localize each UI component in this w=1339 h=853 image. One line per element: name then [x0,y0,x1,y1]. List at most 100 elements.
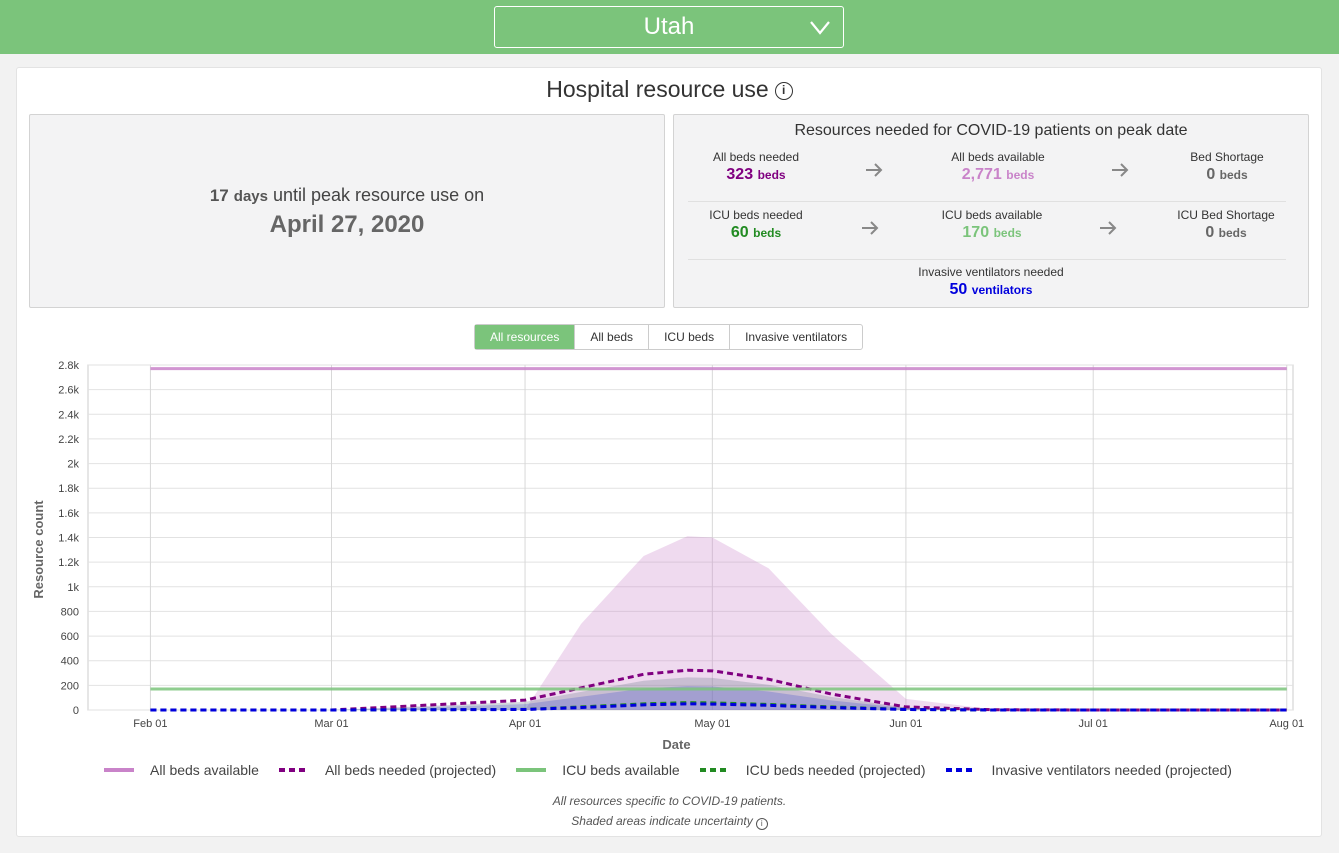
y-tick-label: 1.6k [58,508,79,520]
all-beds-available-value: 2,771 [961,166,1002,183]
ventilators-needed-unit: ventilators [971,283,1033,297]
icu-beds-needed-value: 60 [730,224,749,241]
icu-bed-shortage: ICU Bed Shortage 0 beds [1146,208,1306,242]
ventilators-needed-label: Invasive ventilators needed [918,265,1064,279]
icu-beds-available: ICU beds available 170 beds [912,208,1072,242]
all-beds-available-label: All beds available [951,150,1045,164]
tab-all-beds[interactable]: All beds [575,325,650,349]
all-beds-available-unit: beds [1006,168,1035,182]
ventilators-needed-value: 50 [949,281,968,298]
y-tick-label: 2.4k [58,409,79,421]
y-tick-label: 600 [61,631,79,643]
all-beds-row: All beds needed 323 beds All beds availa… [688,144,1286,202]
legend-label: All beds needed (projected) [324,762,497,778]
all-beds-needed: All beds needed 323 beds [676,150,836,184]
peak-days-unit: days [233,188,268,205]
resource-chart: 0 200 400 600 800 1k 1.2k 1.4k 1.6k 1.8k 2k 2.2k 2.4… [31,360,1304,752]
state-dropdown-label: Utah [643,13,695,40]
y-tick-label: 1.2k [58,557,79,569]
resources-title: Resources needed for COVID-19 patients o… [794,122,1188,139]
x-axis-title: Date [662,737,690,752]
legend-item-icu-beds-available[interactable]: ICU beds available [516,762,680,778]
all-beds-needed-unit: beds [757,168,786,182]
bed-shortage-label: Bed Shortage [1190,150,1264,164]
info-icon[interactable]: i [774,82,793,100]
legend-item-ventilators-needed[interactable]: Invasive ventilators needed (projected) [945,762,1232,778]
bed-shortage-value: 0 [1206,166,1216,183]
bed-shortage-unit: beds [1219,168,1248,182]
legend-item-all-beds-needed[interactable]: All beds needed (projected) [278,762,497,778]
icu-beds-available-label: ICU beds available [941,208,1043,222]
x-tick-label: Jun 01 [889,718,922,730]
arrow-right-icon [1112,163,1129,177]
tab-all-resources[interactable]: All resources [475,325,576,349]
legend-swatch [945,768,976,772]
icu-beds-available-unit: beds [993,226,1022,240]
arrow-right-icon [1100,221,1117,235]
resources-box: Resources needed for COVID-19 patients o… [673,114,1309,308]
peak-countdown: 17 days until peak resource use on [30,185,664,206]
x-tick-label: Feb 01 [133,718,167,730]
legend-swatch [278,768,309,772]
arrow-right-icon [866,163,883,177]
icu-bed-shortage-unit: beds [1218,226,1247,240]
tab-invasive-ventilators[interactable]: Invasive ventilators [745,330,848,344]
legend-item-icu-beds-needed[interactable]: ICU beds needed (projected) [699,762,926,778]
page-title-text: Hospital resource use [546,76,769,102]
chart-legend: All beds available All beds needed (proj… [104,762,1252,778]
y-tick-label: 1k [67,582,79,594]
header-bar: Utah [0,0,1339,54]
x-tick-label: Mar 01 [314,718,348,730]
y-tick-label: 1.8k [58,483,79,495]
x-tick-label: Aug 01 [1269,718,1304,730]
peak-date: April 27, 2020 [269,211,425,238]
y-tick-label: 2.2k [58,434,79,446]
note-specific: All resources specific to COVID-19 patie… [552,794,787,808]
tab-icu-beds[interactable]: ICU beds [649,325,731,349]
uncertainty-band-ventilators [150,686,1287,710]
uncertainty-band-all-beds [150,536,1287,710]
icu-bed-shortage-value: 0 [1205,224,1215,241]
peak-days: 17 [209,186,229,205]
arrow-right-icon [862,221,879,235]
info-icon[interactable]: i [755,818,768,830]
note-uncertainty-text: Shaded areas indicate uncertainty [571,814,753,828]
legend-label: ICU beds needed (projected) [745,762,926,778]
all-beds-available: All beds available 2,771 beds [918,150,1078,184]
legend-swatch [516,768,547,772]
legend-item-all-beds-available[interactable]: All beds available [104,762,259,778]
y-tick-label: 800 [61,606,79,618]
legend-swatch [104,768,134,772]
y-tick-label: 0 [73,705,79,717]
all-beds-needed-label: All beds needed [712,150,800,164]
icu-beds-available-value: 170 [962,224,990,241]
legend-label: All beds available [150,762,259,778]
y-tick-label: 400 [61,656,79,668]
icu-beds-needed: ICU beds needed 60 beds [676,208,836,242]
chevron-down-icon [810,21,830,35]
icu-beds-needed-label: ICU beds needed [709,208,803,222]
uncertainty-band-icu [150,677,1287,710]
icu-bed-shortage-label: ICU Bed Shortage [1177,208,1275,222]
y-tick-label: 2.8k [58,360,79,372]
x-tick-label: May 01 [694,718,730,730]
ventilators-needed: Invasive ventilators needed 50 ventilato… [674,265,1308,299]
legend-label: ICU beds available [562,762,680,778]
resource-tabs: All resources All beds ICU beds Invasive… [474,324,864,350]
legend-swatch [699,768,730,772]
legend-label: Invasive ventilators needed (projected) [991,762,1232,778]
x-tick-label: Jul 01 [1079,718,1108,730]
y-tick-label: 200 [61,680,79,692]
peak-text: until peak resource use on [273,185,485,205]
y-tick-label: 2.6k [58,385,79,397]
y-tick-label: 2k [67,459,79,471]
state-dropdown[interactable]: Utah [494,6,844,48]
note-uncertainty: Shaded areas indicate uncertainty i [0,814,1339,830]
bed-shortage: Bed Shortage 0 beds [1147,150,1307,184]
peak-summary-box: 17 days until peak resource use on April… [29,114,665,308]
icu-beds-row: ICU beds needed 60 beds ICU beds availab… [688,202,1286,260]
y-tick-label: 1.4k [58,533,79,545]
page-title: Hospital resource use i [0,76,1339,103]
y-axis-title: Resource count [31,500,46,599]
icu-beds-needed-unit: beds [753,226,782,240]
